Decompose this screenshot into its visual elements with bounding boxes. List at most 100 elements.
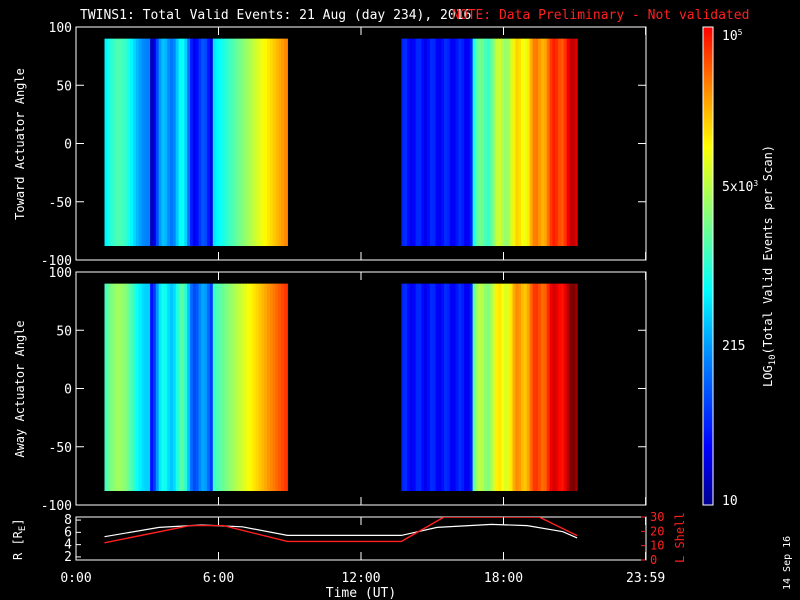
heatmap-column — [481, 283, 485, 492]
orbit-ylabel: R [RE] — [11, 518, 28, 560]
heatmap-column — [529, 283, 534, 492]
chart-note: NOTE: Data Preliminary - Not validated — [452, 8, 749, 23]
heatmap-column — [255, 283, 259, 492]
heatmap-column — [404, 283, 408, 492]
heatmap-column — [209, 283, 214, 492]
bottom-panel: Away Actuator Angle 100 50 0 -50 -100 — [13, 266, 647, 514]
heatmap-column — [252, 38, 257, 247]
heatmap-column — [452, 283, 457, 492]
orbit-ylabel-end: ] — [11, 518, 25, 525]
heatmap-column — [172, 283, 177, 492]
heatmap-column — [424, 283, 428, 492]
heatmap-column — [278, 38, 282, 247]
heatmap-column — [286, 283, 288, 492]
heatmap-column — [563, 283, 568, 492]
heatmap-column — [207, 38, 211, 247]
bottom-yticks: 100 50 0 -50 -100 — [41, 266, 646, 514]
heatmap-column — [415, 38, 420, 247]
heatmap-column — [181, 38, 185, 247]
heatmap-column — [172, 38, 177, 247]
heatmap-column — [518, 38, 522, 247]
y-tick-label: -100 — [41, 499, 72, 514]
top-panel: Toward Actuator Angle 100 50 0 -50 -100 — [13, 21, 647, 269]
heatmap-column — [269, 38, 274, 247]
heatmap-column — [147, 38, 151, 247]
heatmap-column — [492, 38, 497, 247]
heatmap-column — [566, 38, 571, 247]
heatmap-column — [249, 38, 254, 247]
heatmap-column — [133, 38, 137, 247]
orbit-y-tick-label: 8 — [64, 513, 72, 528]
heatmap-column — [107, 38, 111, 247]
orbit-lines — [104, 517, 578, 544]
heatmap-column — [170, 38, 174, 247]
heatmap-column — [526, 38, 531, 247]
heatmap-column — [181, 283, 185, 492]
heatmap-column — [412, 38, 417, 247]
heatmap-column — [412, 283, 417, 492]
heatmap-column — [124, 38, 128, 247]
heatmap-column — [278, 283, 282, 492]
colorbar-label: LOG10(Total Valid Events per Scan) — [761, 145, 778, 387]
heatmap-column — [215, 38, 220, 247]
orbit-ylabel-main: R [R — [11, 530, 25, 560]
heatmap-column — [252, 283, 257, 492]
heatmap-column — [164, 283, 168, 492]
heatmap-column — [127, 283, 131, 492]
heatmap-column — [266, 283, 271, 492]
heatmap-column — [515, 38, 519, 247]
heatmap-column — [124, 283, 128, 492]
heatmap-column — [115, 38, 120, 247]
heatmap-column — [478, 38, 482, 247]
heatmap-column — [523, 38, 528, 247]
heatmap-column — [209, 38, 214, 247]
heatmap-column — [152, 283, 157, 492]
heatmap-column — [509, 38, 514, 247]
lshell-label: L Shell — [673, 512, 687, 563]
heatmap-column — [264, 38, 268, 247]
heatmap-column — [144, 283, 148, 492]
heatmap-column — [215, 283, 220, 492]
heatmap-column — [509, 283, 514, 492]
top-heatmap — [104, 38, 578, 247]
heatmap-column — [266, 38, 271, 247]
heatmap-column — [409, 283, 414, 492]
heatmap-column — [115, 283, 120, 492]
heatmap-column — [249, 283, 254, 492]
heatmap-column — [275, 38, 279, 247]
heatmap-column — [466, 283, 471, 492]
colorbar-tick-215: 215 — [722, 339, 745, 354]
y-tick-label: -50 — [49, 196, 72, 211]
heatmap-column — [227, 283, 231, 492]
heatmap-column — [492, 283, 497, 492]
heatmap-column — [192, 283, 197, 492]
lshell-tick-label: 20 — [650, 524, 664, 538]
heatmap-column — [512, 38, 516, 247]
heatmap-column — [569, 283, 573, 492]
heatmap-column — [170, 283, 174, 492]
heatmap-column — [135, 283, 140, 492]
heatmap-column — [452, 38, 457, 247]
heatmap-column — [284, 38, 288, 247]
heatmap-column — [161, 283, 165, 492]
heatmap-column — [498, 283, 502, 492]
heatmap-column — [127, 38, 131, 247]
heatmap-column — [555, 38, 559, 247]
top-yticks: 100 50 0 -50 -100 — [41, 21, 646, 269]
heatmap-column — [198, 38, 202, 247]
heatmap-column — [164, 38, 168, 247]
heatmap-column — [427, 283, 431, 492]
x-tick-label: 18:00 — [484, 571, 523, 586]
heatmap-column — [261, 38, 265, 247]
heatmap-column — [444, 38, 448, 247]
heatmap-column — [481, 38, 485, 247]
heatmap-column — [432, 38, 437, 247]
lshell-tick-label: 30 — [650, 510, 664, 524]
heatmap-column — [418, 283, 422, 492]
colorbar-tick-bottom: 10 — [722, 494, 738, 509]
heatmap-column — [446, 283, 451, 492]
